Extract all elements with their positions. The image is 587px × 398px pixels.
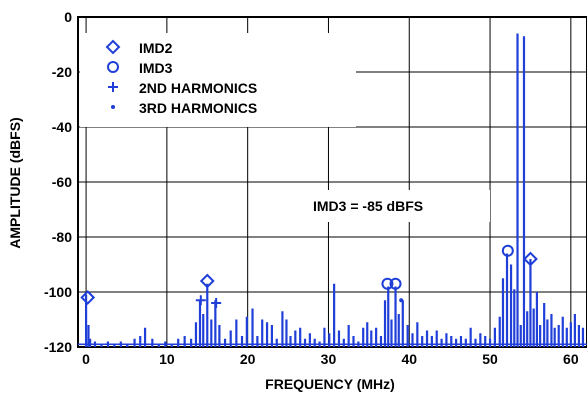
y-tick-label: -100 [44,284,72,300]
x-tick-label: 0 [82,351,90,367]
y-tick-label: 0 [64,9,72,25]
x-tick-label: 20 [240,351,256,367]
legend: IMD2 IMD3 2ND HARMONICS 3RD HARMONICS [105,39,257,116]
y-tick-label: -20 [52,64,72,80]
x-tick-label: 60 [563,351,579,367]
x-tick-label: 10 [159,351,175,367]
x-tick-labels: 0 10 20 30 40 50 60 [82,351,579,367]
imd2-marker [80,290,96,305]
x-axis-title: FREQUENCY (MHz) [265,376,395,392]
imd3-marker [389,277,402,290]
legend-label: 3RD HARMONICS [139,100,257,116]
harm3-marker [399,298,404,303]
imd3-marker [501,244,514,257]
legend-label: IMD2 [139,40,173,56]
legend-marker-plus [108,82,118,92]
y-axis-title: AMPLITUDE (dBFS) [7,117,23,248]
imd2-marker [199,273,215,289]
imd3-marker [381,277,394,290]
y-tick-label: -80 [52,229,72,245]
x-tick-label: 50 [482,351,498,367]
legend-marker-diamond [105,39,121,55]
legend-label: IMD3 [139,60,173,76]
legend-label: 2ND HARMONICS [139,80,257,96]
annotation-box [300,190,490,222]
x-tick-label: 40 [401,351,417,367]
y-tick-label: -60 [52,174,72,190]
spectrum-series [78,33,587,347]
imd3-annotation: IMD3 = -85 dBFS [313,198,423,214]
legend-marker-circle [107,61,119,73]
harm2-marker [195,295,206,306]
imd2-marker [523,251,538,267]
marker-layer [80,244,538,308]
y-tick-label: -40 [52,119,72,135]
x-tick-label: 30 [321,351,337,367]
legend-box [80,33,356,127]
y-tick-label: -120 [44,339,72,355]
legend-marker-dot [111,105,115,109]
y-tick-labels: 0 -20 -40 -60 -80 -100 -120 [44,9,72,355]
harm2-marker [211,298,222,308]
